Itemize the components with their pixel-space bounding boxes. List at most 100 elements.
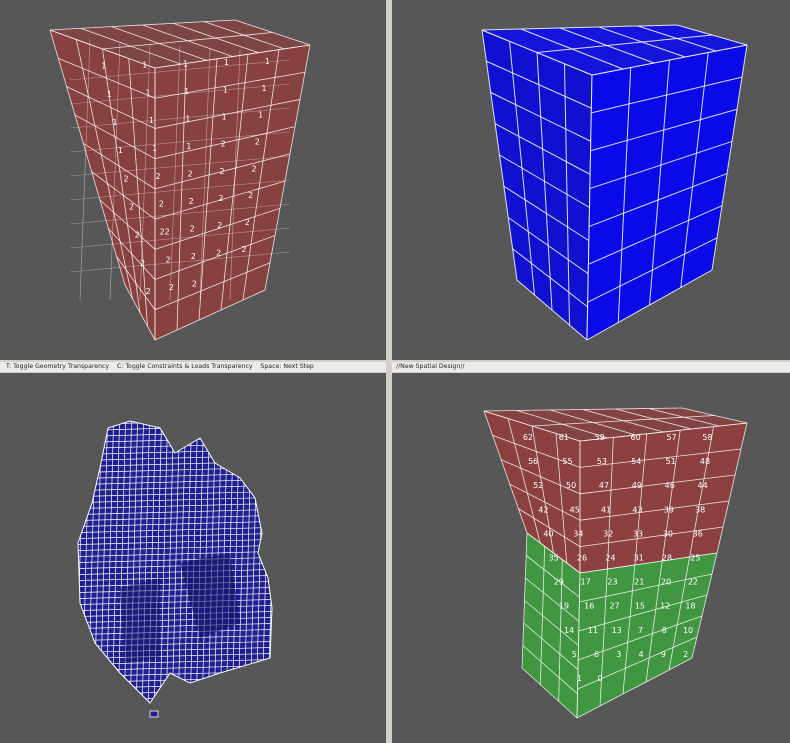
- load-label: 1: [223, 85, 228, 94]
- step-label: 30: [663, 529, 673, 538]
- load-label: 1: [186, 142, 191, 151]
- load-label: 2: [241, 245, 246, 254]
- load-label: 2: [248, 191, 253, 200]
- load-label: 2: [217, 221, 222, 230]
- step-label: 21: [634, 578, 644, 587]
- status-bar-help-text: T: Toggle Geometry Transparency C: Toggl…: [0, 362, 386, 372]
- step-label: 9: [661, 650, 666, 659]
- step-label: 13: [612, 626, 622, 635]
- step-label: 18: [685, 602, 695, 611]
- load-label: 2: [155, 172, 160, 181]
- step-label: 4: [639, 650, 644, 659]
- load-label: 2: [191, 252, 196, 261]
- viewport-top-left[interactable]: 1 1 1 1 1 1 1 1 1 1 1 1 1 1 1 1 1 1 2 2 2 2 2 2 2 2 2 2 2 2 2 22 2 2 2 2 2 2 2…: [0, 0, 386, 360]
- upper-right-face: [579, 422, 748, 574]
- step-label: 40: [543, 529, 553, 538]
- load-label: 1: [224, 58, 229, 67]
- left-face: [49, 29, 156, 341]
- step-label: 29: [554, 578, 564, 587]
- step-label: 53: [597, 457, 607, 466]
- blue-solid-structure: [481, 24, 748, 341]
- step-label: 56: [528, 457, 538, 466]
- load-label: 1: [152, 144, 157, 153]
- step-label: 16: [584, 602, 594, 611]
- step-label: 6: [594, 650, 599, 659]
- step-label: 38: [695, 505, 705, 514]
- load-label: 1: [145, 88, 150, 97]
- step-label: 62: [523, 433, 533, 442]
- load-label: 2: [190, 224, 195, 233]
- load-label: 1: [265, 57, 270, 66]
- step-label: 27: [609, 602, 619, 611]
- step-label: 10: [683, 626, 693, 635]
- step-label: 59: [595, 433, 605, 442]
- step-label: 46: [665, 481, 675, 490]
- step-label: 23: [607, 578, 617, 587]
- step-label: 52: [533, 481, 543, 490]
- mesh-cavities: [120, 553, 240, 663]
- load-label: 1: [184, 87, 189, 96]
- viewport-top-right[interactable]: [392, 0, 790, 360]
- load-label: 1: [261, 84, 266, 93]
- step-label: 49: [632, 481, 642, 490]
- step-label: 28: [662, 554, 672, 563]
- step-label: 32: [603, 529, 613, 538]
- step-label: 3: [616, 650, 621, 659]
- step-label: 43: [632, 505, 642, 514]
- step-label: 0: [598, 674, 603, 683]
- step-label: 54: [631, 457, 641, 466]
- step-label: 36: [693, 529, 703, 538]
- top-face: [49, 19, 311, 69]
- mesh-silhouette: [77, 420, 273, 704]
- load-label: 2: [159, 200, 164, 209]
- step-label: 41: [601, 505, 611, 514]
- status-bar-design-title: //New Spatial Design//: [392, 362, 790, 372]
- red-voxel-structure: 1 1 1 1 11 1 1 1 11 1 1 1 11 1 1 2 22 2 2 2 22 2 2 2 22 22 2 2 22 2 2 2…: [49, 19, 311, 341]
- step-label: 57: [666, 433, 676, 442]
- load-label: 1: [149, 116, 154, 125]
- step-label: 47: [599, 481, 609, 490]
- load-label: 1: [222, 112, 227, 121]
- step-label: 7: [638, 626, 643, 635]
- step-label: 51: [666, 457, 676, 466]
- top-face: [481, 24, 748, 76]
- step-label: 12: [660, 602, 670, 611]
- load-label: 1: [118, 146, 123, 155]
- step-label: 60: [631, 433, 641, 442]
- load-label: 2: [140, 259, 145, 268]
- step-label: 2: [683, 650, 688, 659]
- load-label: 2: [135, 231, 140, 240]
- step-label: 24: [605, 554, 615, 563]
- step-label: 39: [664, 505, 674, 514]
- load-label: 2: [245, 218, 250, 227]
- step-label: 33: [633, 529, 643, 538]
- mesh-fragment: [149, 710, 159, 718]
- fine-mesh-structure: [77, 420, 273, 718]
- step-label: 35: [549, 554, 559, 563]
- load-label: 2: [219, 167, 224, 176]
- step-label: 48: [700, 457, 710, 466]
- step-label: 15: [635, 602, 645, 611]
- load-label: 2: [255, 137, 260, 146]
- step-label: 8: [662, 626, 667, 635]
- step-label: 19: [559, 602, 569, 611]
- step-label: 45: [570, 505, 580, 514]
- right-face: [586, 44, 748, 341]
- load-label: 2: [169, 283, 174, 292]
- load-label: 1: [142, 60, 147, 69]
- load-label: 2: [216, 248, 221, 257]
- viewport-bottom-left[interactable]: [0, 373, 386, 743]
- load-label: 2: [146, 287, 151, 296]
- inner-lattice: [69, 39, 291, 301]
- load-label: 2: [165, 255, 170, 264]
- step-label: 5: [572, 650, 577, 659]
- load-label: 1: [185, 114, 190, 123]
- load-label: 2: [251, 164, 256, 173]
- upper-top-face: [483, 407, 748, 442]
- step-label: 26: [577, 554, 587, 563]
- step-label: 22: [688, 578, 698, 587]
- viewport-bottom-right[interactable]: 62 61 59 60 57 58 56 55 53 54 51 48 52 50 47 49 46 44 42 45…: [392, 373, 790, 743]
- load-label: 1: [183, 59, 188, 68]
- load-label: 1: [101, 62, 106, 71]
